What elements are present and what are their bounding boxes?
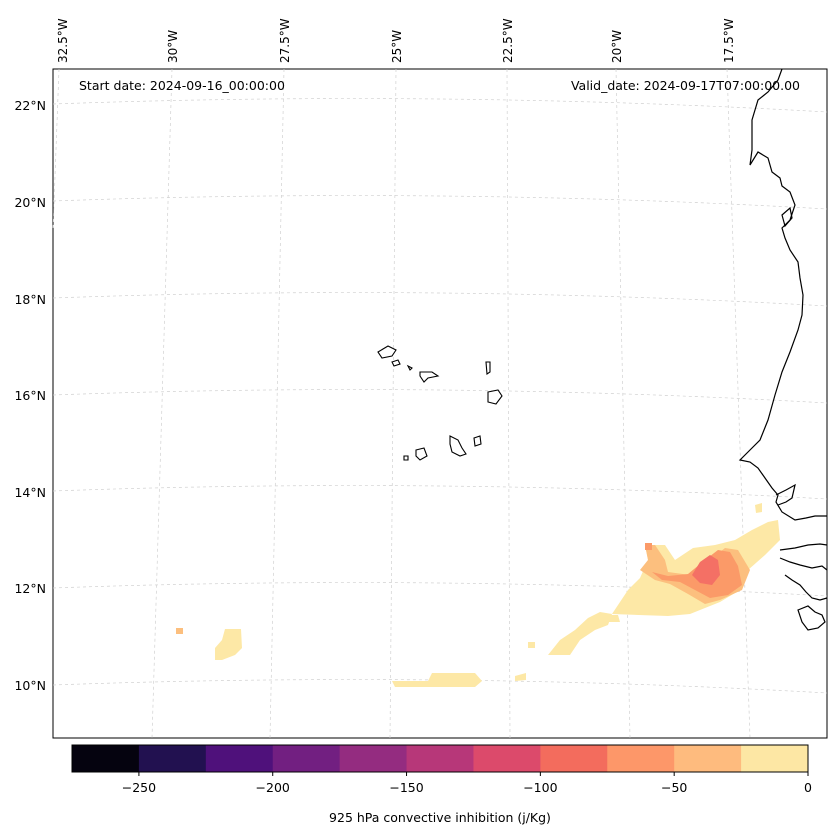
lon-label-25w: 25°W: [390, 30, 404, 63]
lon-label-32-5w: 32.5°W: [56, 18, 70, 63]
colorbar-cell: [607, 745, 675, 772]
colorbar-tick-label: −150: [389, 780, 423, 795]
lat-label-20n: 20°N: [14, 195, 46, 210]
parallel-10n: [52, 679, 828, 694]
island-maio: [473, 435, 482, 447]
island-boa-vista: [487, 389, 503, 405]
island-sal: [485, 361, 491, 375]
colorbar-cell: [272, 745, 341, 772]
meridian-gridlines: [52, 68, 751, 739]
cin-field-light-orange-west: [176, 628, 183, 634]
cin-field-lightest-islet-b: [528, 642, 535, 648]
island-sao-vicente: [391, 359, 401, 367]
colorbar-tick-label: 0: [804, 780, 812, 795]
colorbar-tick-label: −100: [523, 780, 557, 795]
coastline-africa: [738, 68, 828, 631]
parallel-gridlines: [52, 98, 828, 694]
parallel-14n: [52, 485, 828, 500]
map-frame: [52, 68, 828, 739]
colorbar-cell: [406, 745, 474, 772]
island-sao-nicolau: [419, 371, 440, 383]
lon-label-27-5w: 27.5°W: [278, 18, 292, 63]
colorbar-cell: [540, 745, 608, 772]
colorbar-cells: [72, 745, 809, 772]
lon-label-20w: 20°W: [610, 30, 624, 63]
island-brava: [403, 455, 409, 461]
colorbar-cell: [473, 745, 541, 772]
cin-field-lightest-east: [755, 503, 762, 513]
coastline-bijagos: [797, 605, 826, 631]
valid-date-label: Valid_date: 2024-09-17T07:00:00.00: [571, 78, 800, 93]
meridian-32-5w: [52, 68, 60, 231]
lat-label-22n: 22°N: [14, 98, 46, 113]
cin-field-orange-tip: [645, 543, 652, 550]
latitude-labels: 22°N 20°N 18°N 16°N 14°N 12°N 10°N: [14, 98, 46, 693]
cin-field-salmon: [692, 555, 720, 585]
parallel-20n: [52, 195, 828, 210]
cin-field-lightest-islet-a: [605, 615, 620, 622]
colorbar-cell: [339, 745, 408, 772]
island-santiago: [449, 435, 467, 457]
lon-label-22-5w: 22.5°W: [501, 18, 515, 63]
parallel-22n: [52, 98, 828, 113]
colorbar-cell: [138, 745, 207, 772]
colorbar-tick-label: −50: [661, 780, 687, 795]
coastline-mainland: [738, 68, 827, 521]
island-santa-luzia: [406, 364, 413, 371]
colorbar-border: [71, 744, 809, 773]
longitude-labels: 32.5°W 30°W 27.5°W 25°W 22.5°W 20°W 17.5…: [56, 18, 736, 63]
cin-field-lightest-tail: [548, 612, 612, 655]
colorbar-cell: [205, 745, 274, 772]
colorbar-tick-label: −200: [256, 780, 290, 795]
parallel-16n: [52, 389, 828, 404]
coastline-gambia-river: [779, 543, 828, 571]
coastline-cap-vert: [775, 483, 796, 506]
lat-label-14n: 14°N: [14, 485, 46, 500]
cin-field-lightest-islet-c: [515, 673, 526, 681]
colorbar-ticks: −250 −200 −150 −100 −50 0: [122, 772, 812, 795]
parallel-12n: [52, 582, 828, 597]
coastline-bay-islet: [781, 206, 793, 228]
lat-label-12n: 12°N: [14, 581, 46, 596]
cin-field: [176, 503, 780, 687]
parallel-18n: [52, 292, 828, 307]
cin-field-lightest-west: [215, 629, 242, 660]
lat-label-10n: 10°N: [14, 678, 46, 693]
cin-field-lightest-south: [392, 673, 482, 687]
colorbar-cell: [72, 745, 140, 772]
colorbar-cell: [741, 745, 809, 772]
coastline-guinea-bissau: [784, 574, 828, 601]
colorbar-cell: [674, 745, 742, 772]
island-fogo: [415, 447, 428, 461]
lat-label-16n: 16°N: [14, 388, 46, 403]
start-date-label: Start date: 2024-09-16_00:00:00: [79, 78, 285, 93]
colorbar-label: 925 hPa convective inhibition (j/Kg): [329, 810, 551, 825]
cape-verde-islands: [377, 345, 503, 461]
colorbar-tick-label: −250: [122, 780, 156, 795]
lat-label-18n: 18°N: [14, 292, 46, 307]
island-santo-antao: [377, 345, 397, 359]
lon-label-17-5w: 17.5°W: [722, 18, 736, 63]
lon-label-30w: 30°W: [166, 30, 180, 63]
colorbar: −250 −200 −150 −100 −50 0 925 hPa convective …: [71, 744, 812, 825]
